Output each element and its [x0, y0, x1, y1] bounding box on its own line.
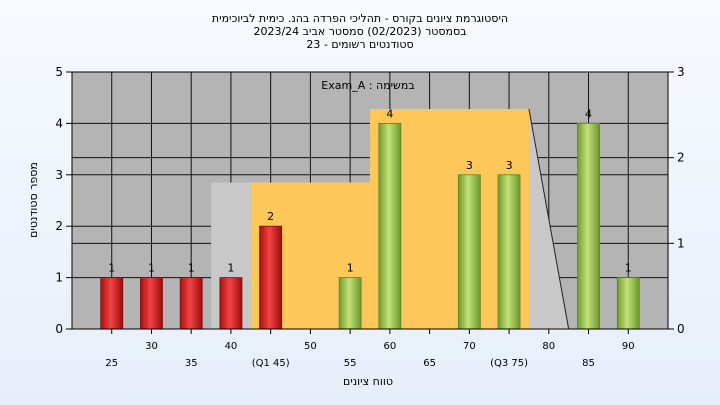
x-tick-label-upper: 60: [383, 341, 396, 352]
bar-value-label: 3: [506, 159, 513, 172]
x-tick-label-lower: 55: [344, 358, 357, 369]
x-tick-label-upper: 50: [304, 341, 317, 352]
x-tick-label-upper: 40: [225, 341, 238, 352]
histogram-bar: [179, 277, 203, 330]
bar-value-label: 1: [188, 262, 195, 275]
y2-tick-label: 3: [677, 65, 685, 79]
bar-value-label: 1: [347, 262, 354, 275]
x-tick-label-upper: 70: [463, 341, 476, 352]
histogram-bar: [577, 123, 600, 330]
x-axis-label: טווח ציונים: [343, 375, 393, 388]
histogram-bar: [497, 174, 521, 330]
y2-tick-label: 1: [677, 236, 685, 250]
histogram-bar: [457, 174, 481, 330]
y-tick-label: 2: [55, 219, 63, 233]
plot-frame: [71, 71, 669, 330]
bar-value-label: 4: [386, 107, 393, 120]
y-tick-label: 5: [55, 65, 63, 79]
y-tick-label: 3: [55, 168, 63, 182]
bar-value-label: 1: [227, 262, 234, 275]
x-tick-label-lower: (Q3 75): [490, 358, 528, 369]
bar-value-label: 3: [466, 159, 473, 172]
chart-inner-title: Exam_A : במשימה: [321, 79, 414, 92]
overlay-edge-line: [528, 108, 570, 330]
y-tick-label: 4: [55, 116, 63, 130]
histogram-bar: [338, 277, 362, 330]
histogram-bar: [140, 277, 163, 330]
x-tick-label-upper: 80: [542, 341, 555, 352]
x-tick-label-lower: 65: [423, 358, 436, 369]
histogram-bar: [378, 123, 402, 330]
x-tick-label-lower: 25: [105, 358, 118, 369]
bar-value-label: 2: [267, 210, 274, 223]
x-tick-label-lower: 85: [582, 358, 595, 369]
x-tick-label-lower: (Q1 45): [252, 358, 290, 369]
y-tick-label: 1: [55, 271, 63, 285]
histogram-bar: [616, 277, 640, 330]
bar-value-label: 1: [108, 262, 115, 275]
bar-value-label: 1: [625, 262, 632, 275]
y-tick-label: 0: [55, 322, 63, 336]
histogram-bar: [100, 277, 124, 330]
histogram-bar: [259, 225, 283, 330]
chart-title-line-3: 23 - סטודנטים רשומים: [306, 38, 414, 51]
bar-value-label: 1: [148, 262, 155, 275]
x-tick-label-lower: 35: [185, 358, 198, 369]
y-axis-label: מספר סטודנטים: [27, 162, 40, 238]
x-tick-label-upper: 90: [622, 341, 635, 352]
chart-title-line-2: בסמסטר (02/2023) סמסטר אביב 2023/24: [253, 25, 467, 38]
x-tick-label-upper: 30: [145, 341, 158, 352]
y2-tick-label: 2: [677, 151, 685, 165]
chart-title-line-1: היסטוגרמת ציונים בקורס - תהליכי הפרדה בה…: [211, 12, 509, 25]
histogram-bar: [219, 277, 243, 330]
y2-tick-label: 0: [677, 322, 685, 336]
bar-value-label: 4: [585, 107, 592, 120]
